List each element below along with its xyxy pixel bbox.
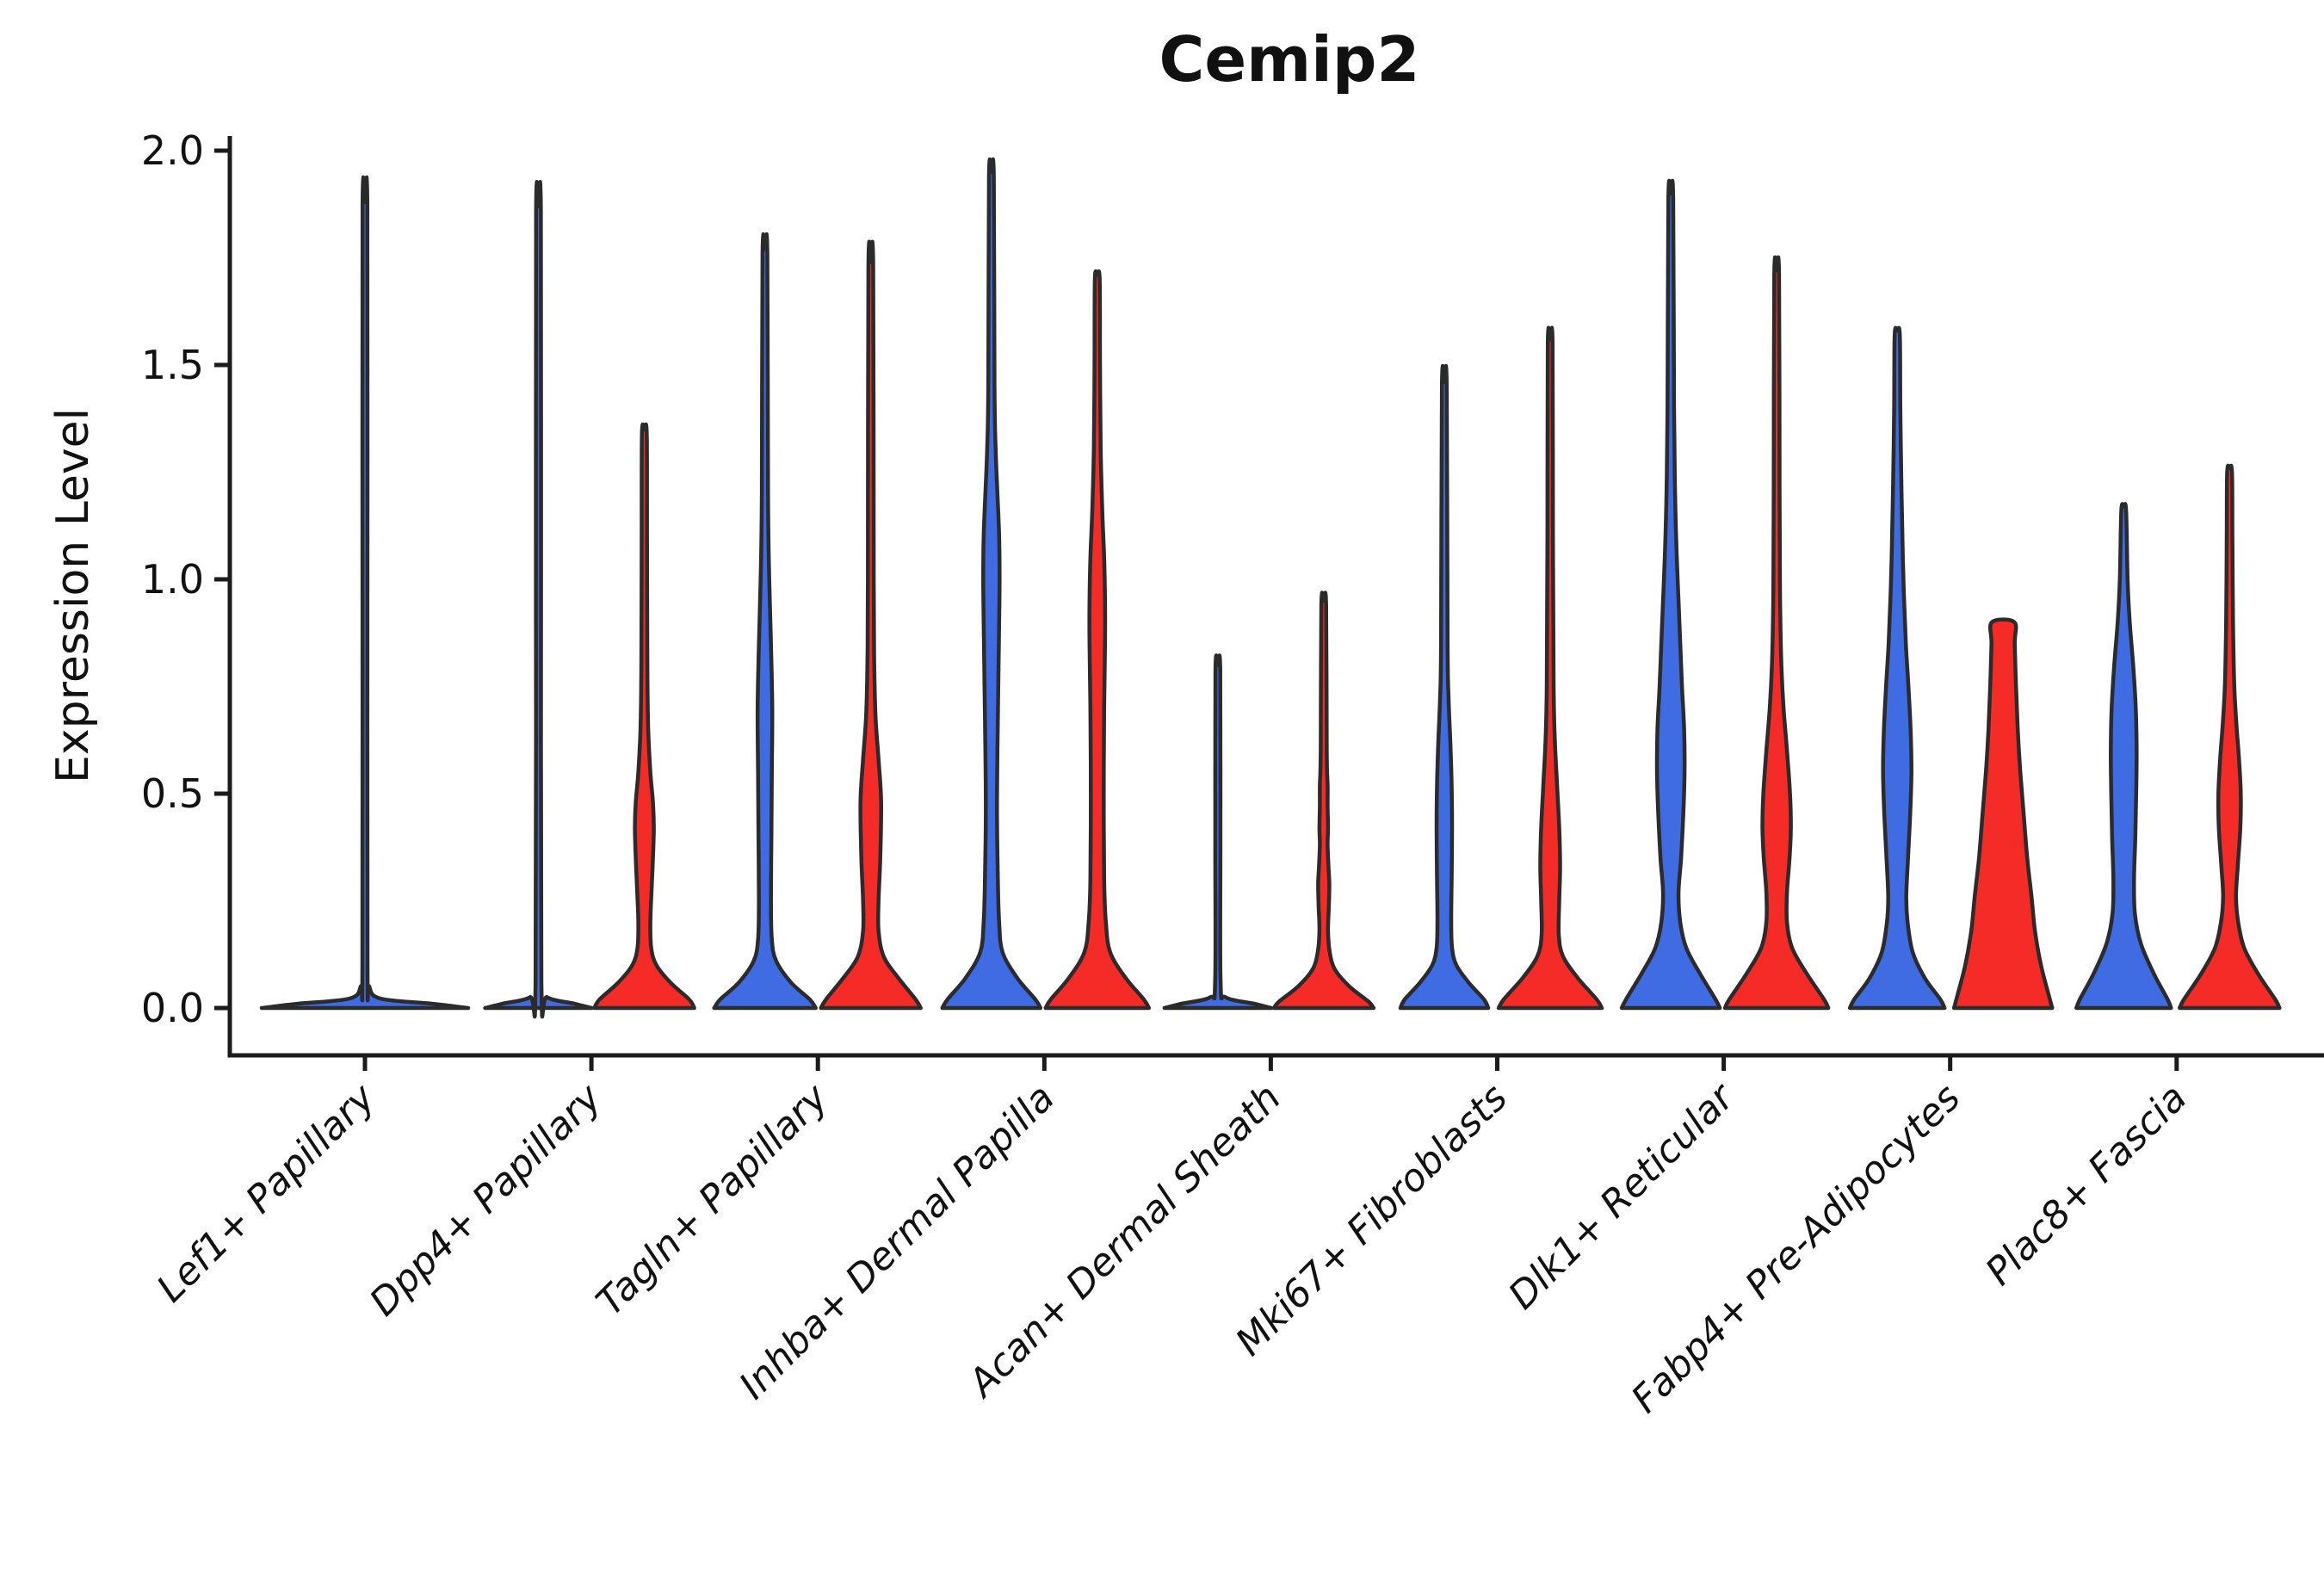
violin-red [2178,463,2282,1011]
violin-blue [712,232,818,1011]
x-tick-label: Dpp4+ Papillary [362,1075,611,1325]
y-tick-label: 0.0 [141,985,204,1031]
y-axis-label: Expression Level [47,408,99,783]
violin-red [592,422,696,1011]
violin-blue [2074,502,2173,1011]
violin-red [1496,325,1604,1011]
y-tick-label: 1.5 [141,342,204,388]
violin-blue [1398,364,1491,1011]
violin-blue [483,180,594,1019]
violin-red [1722,255,1831,1011]
violins [259,157,2282,1019]
x-tick-label: Lef1+ Papillary [149,1075,385,1311]
violin-blue [259,175,471,1011]
y-tick-label: 2.0 [141,127,204,174]
y-tick-label: 0.5 [141,770,204,817]
y-tick-label: 1.0 [141,556,204,603]
chart-title: Cemip2 [1159,23,1419,96]
figure: 0.0 0.5 1.0 1.5 2.0 Lef1+ Papillary Dpp4+ Papi… [34,14,2324,1563]
x-tick-label: Dlk1+ Reticular [1500,1074,1744,1318]
violin-red [1043,269,1152,1011]
violin-blue [940,157,1043,1011]
x-tick-label: Tagln+ Papillary [588,1075,837,1324]
violin-blue [1619,178,1722,1011]
x-tick-label: Plac8+ Fascia [1977,1076,2195,1294]
violin-red [1271,591,1376,1011]
violin-blue [1162,653,1274,1011]
violin-blue [1847,325,1947,1011]
violin-red [1951,617,2055,1011]
violin-red [819,239,923,1011]
